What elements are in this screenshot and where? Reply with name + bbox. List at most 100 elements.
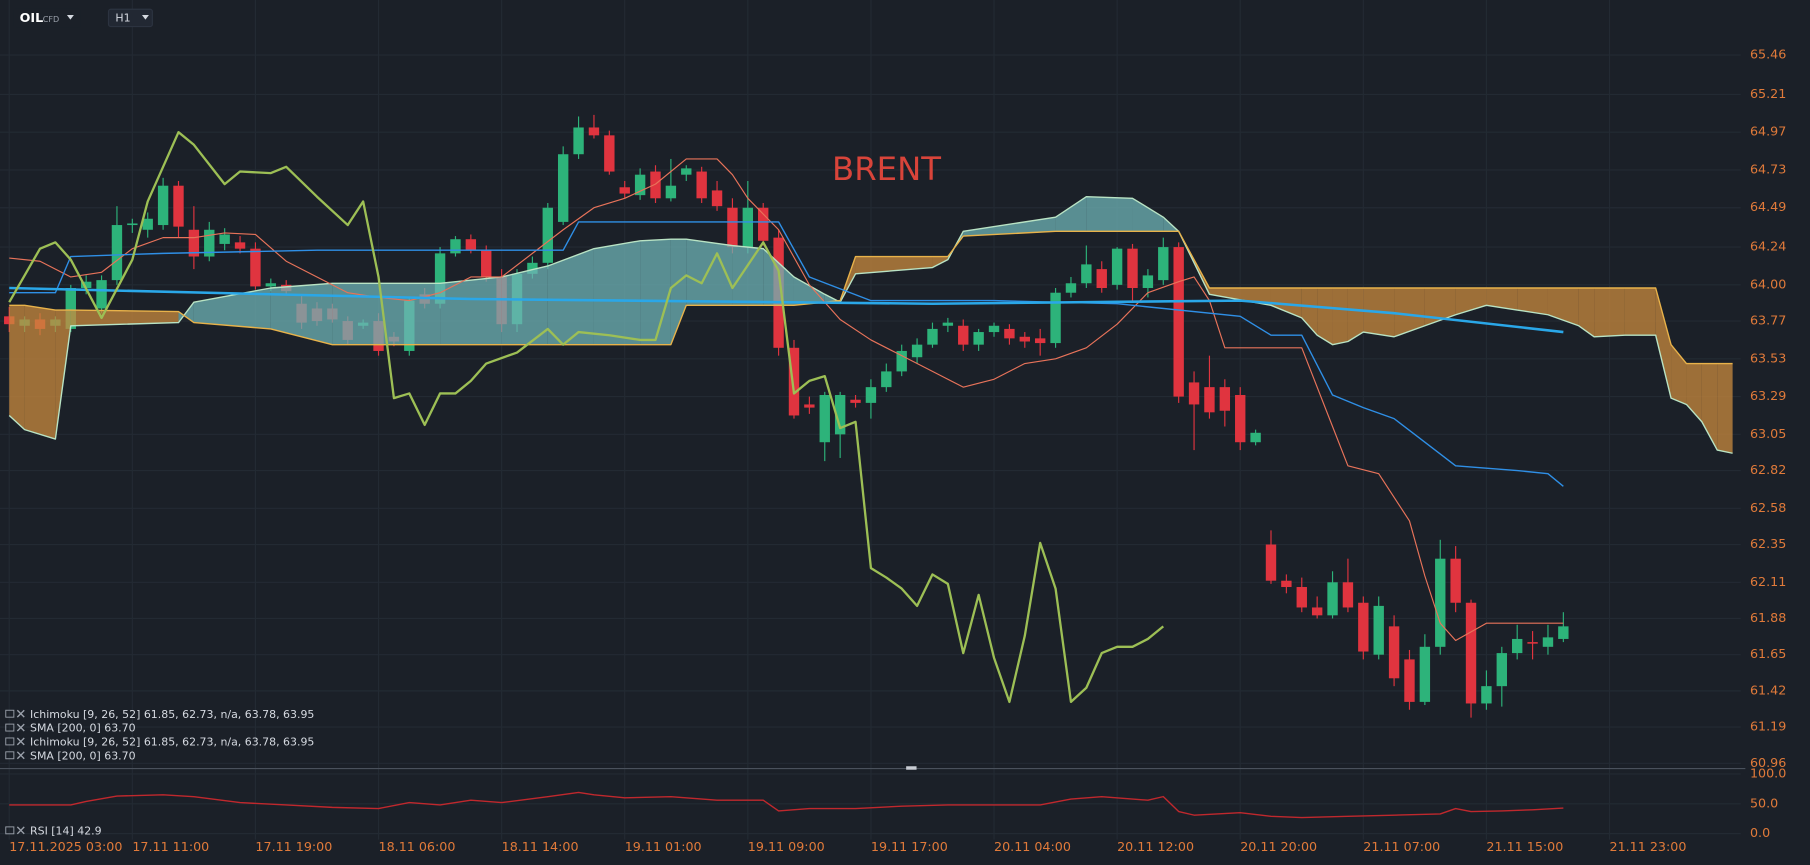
candle-body bbox=[1142, 275, 1154, 288]
candle-body bbox=[1235, 395, 1246, 443]
cloud-fill bbox=[1486, 287, 1518, 311]
candle-body bbox=[250, 248, 261, 287]
legend-icon bbox=[5, 709, 15, 718]
candle-body bbox=[1311, 607, 1323, 616]
cloud-fill bbox=[1624, 287, 1656, 336]
candle-body bbox=[865, 387, 877, 403]
candle-body bbox=[988, 325, 1000, 333]
senkou-b-line bbox=[9, 230, 1733, 365]
candle-body bbox=[1527, 642, 1538, 644]
timeframe: H1 bbox=[115, 11, 130, 24]
cloud-fill bbox=[1332, 287, 1348, 345]
candle-body bbox=[1081, 264, 1092, 284]
cloud-fill bbox=[1547, 287, 1579, 326]
candle-body bbox=[1127, 248, 1138, 288]
candle-body bbox=[1281, 580, 1292, 588]
y-tick-label: 63.05 bbox=[1750, 426, 1786, 441]
candle-body bbox=[634, 174, 646, 196]
indicator-label: SMA [200, 0] 63.70 bbox=[30, 722, 136, 735]
y-tick-label: 60.96 bbox=[1750, 755, 1786, 770]
candle-body bbox=[111, 225, 123, 281]
candle-body bbox=[265, 283, 277, 287]
rsi-line bbox=[9, 791, 1564, 819]
y-tick-label: 62.58 bbox=[1750, 500, 1786, 515]
labels: 65.46 65.21 64.97 64.73 64.49 64.24 64.00 63.77… bbox=[5, 47, 1786, 854]
candle-body bbox=[665, 185, 677, 199]
candle-body bbox=[896, 350, 907, 372]
candle-body bbox=[1511, 638, 1523, 654]
legend-icon bbox=[5, 723, 15, 732]
candle-body bbox=[681, 168, 692, 175]
cloud-fill bbox=[963, 217, 1056, 237]
candle-body bbox=[1496, 653, 1507, 687]
cloud-fill bbox=[440, 276, 502, 345]
panel-resize-handle[interactable] bbox=[906, 766, 917, 770]
candle-body bbox=[234, 242, 246, 249]
candle-body bbox=[1204, 387, 1215, 413]
x-tick-label: 19.11 17:00 bbox=[871, 839, 948, 854]
candle-body bbox=[927, 328, 938, 345]
candle-body bbox=[1158, 247, 1169, 281]
y-tick-label: 64.97 bbox=[1750, 124, 1786, 139]
cloud-fill bbox=[1270, 287, 1302, 318]
candle-body bbox=[65, 287, 76, 329]
annotation: BRENT bbox=[832, 150, 941, 188]
y-tick-label: 63.29 bbox=[1750, 388, 1786, 403]
y-tick-label: 65.46 bbox=[1750, 47, 1786, 62]
senkou-a-line bbox=[8, 196, 1733, 454]
candle-body bbox=[204, 229, 215, 257]
candle-body bbox=[1265, 544, 1277, 581]
x-tick-label: 19.11 09:00 bbox=[748, 839, 825, 854]
cloud-fill bbox=[9, 305, 25, 430]
candle-body bbox=[1019, 336, 1030, 342]
cloud-fill bbox=[1347, 287, 1364, 342]
candle-body bbox=[481, 250, 492, 277]
y-tick-label: 64.00 bbox=[1750, 276, 1786, 291]
candle-body bbox=[1450, 558, 1461, 603]
y-tick-label: 64.73 bbox=[1750, 161, 1786, 176]
cloud-fill bbox=[732, 245, 764, 306]
candle-body bbox=[1481, 686, 1492, 704]
candle-body bbox=[1296, 587, 1307, 608]
candle-body bbox=[1219, 387, 1231, 411]
candle-body bbox=[1065, 283, 1077, 293]
candle-body bbox=[788, 347, 800, 416]
candle-body bbox=[219, 234, 230, 244]
legend-icon bbox=[5, 826, 15, 835]
rsi-tick-label: 100.0 bbox=[1750, 765, 1786, 780]
candle-body bbox=[696, 171, 707, 199]
cloud-fill bbox=[793, 276, 825, 306]
toolbar: OIL CFD H1 bbox=[13, 8, 153, 28]
candle-body bbox=[1111, 248, 1123, 285]
legend-icon bbox=[5, 751, 15, 760]
candle-body bbox=[157, 185, 169, 226]
candle-body bbox=[604, 135, 615, 172]
indicator-label: Ichimoku [9, 26, 52] 61.85, 62.73, n/a, … bbox=[30, 708, 314, 721]
rsi-tick-label: 50.0 bbox=[1750, 795, 1778, 810]
candle-body bbox=[834, 395, 846, 435]
x-tick-label: 19.11 01:00 bbox=[625, 839, 702, 854]
timeframe-button[interactable] bbox=[107, 8, 153, 28]
candle-body bbox=[911, 344, 923, 358]
cloud-fill bbox=[686, 239, 733, 306]
cloud-fill bbox=[193, 287, 271, 329]
cloud bbox=[8, 196, 1733, 454]
candle-body bbox=[465, 239, 477, 251]
candle-body bbox=[1250, 432, 1261, 443]
cloud-fill bbox=[70, 310, 179, 326]
dropdown-icon bbox=[66, 15, 74, 20]
candle-body bbox=[588, 127, 600, 136]
rsi-label: RSI [14] 42.9 bbox=[30, 825, 102, 838]
legend-close-icon bbox=[16, 723, 25, 732]
cloud-fill bbox=[1455, 287, 1487, 315]
cloud-fill bbox=[501, 265, 548, 345]
candle-body bbox=[4, 316, 15, 325]
candle-body bbox=[1435, 558, 1446, 647]
candle-body bbox=[942, 322, 954, 326]
symbol-button[interactable] bbox=[13, 8, 81, 28]
x-tick-label: 21.11 23:00 bbox=[1610, 839, 1687, 854]
candle-body bbox=[758, 207, 769, 241]
candle-body bbox=[650, 171, 661, 199]
cloud-fill bbox=[1132, 198, 1164, 232]
